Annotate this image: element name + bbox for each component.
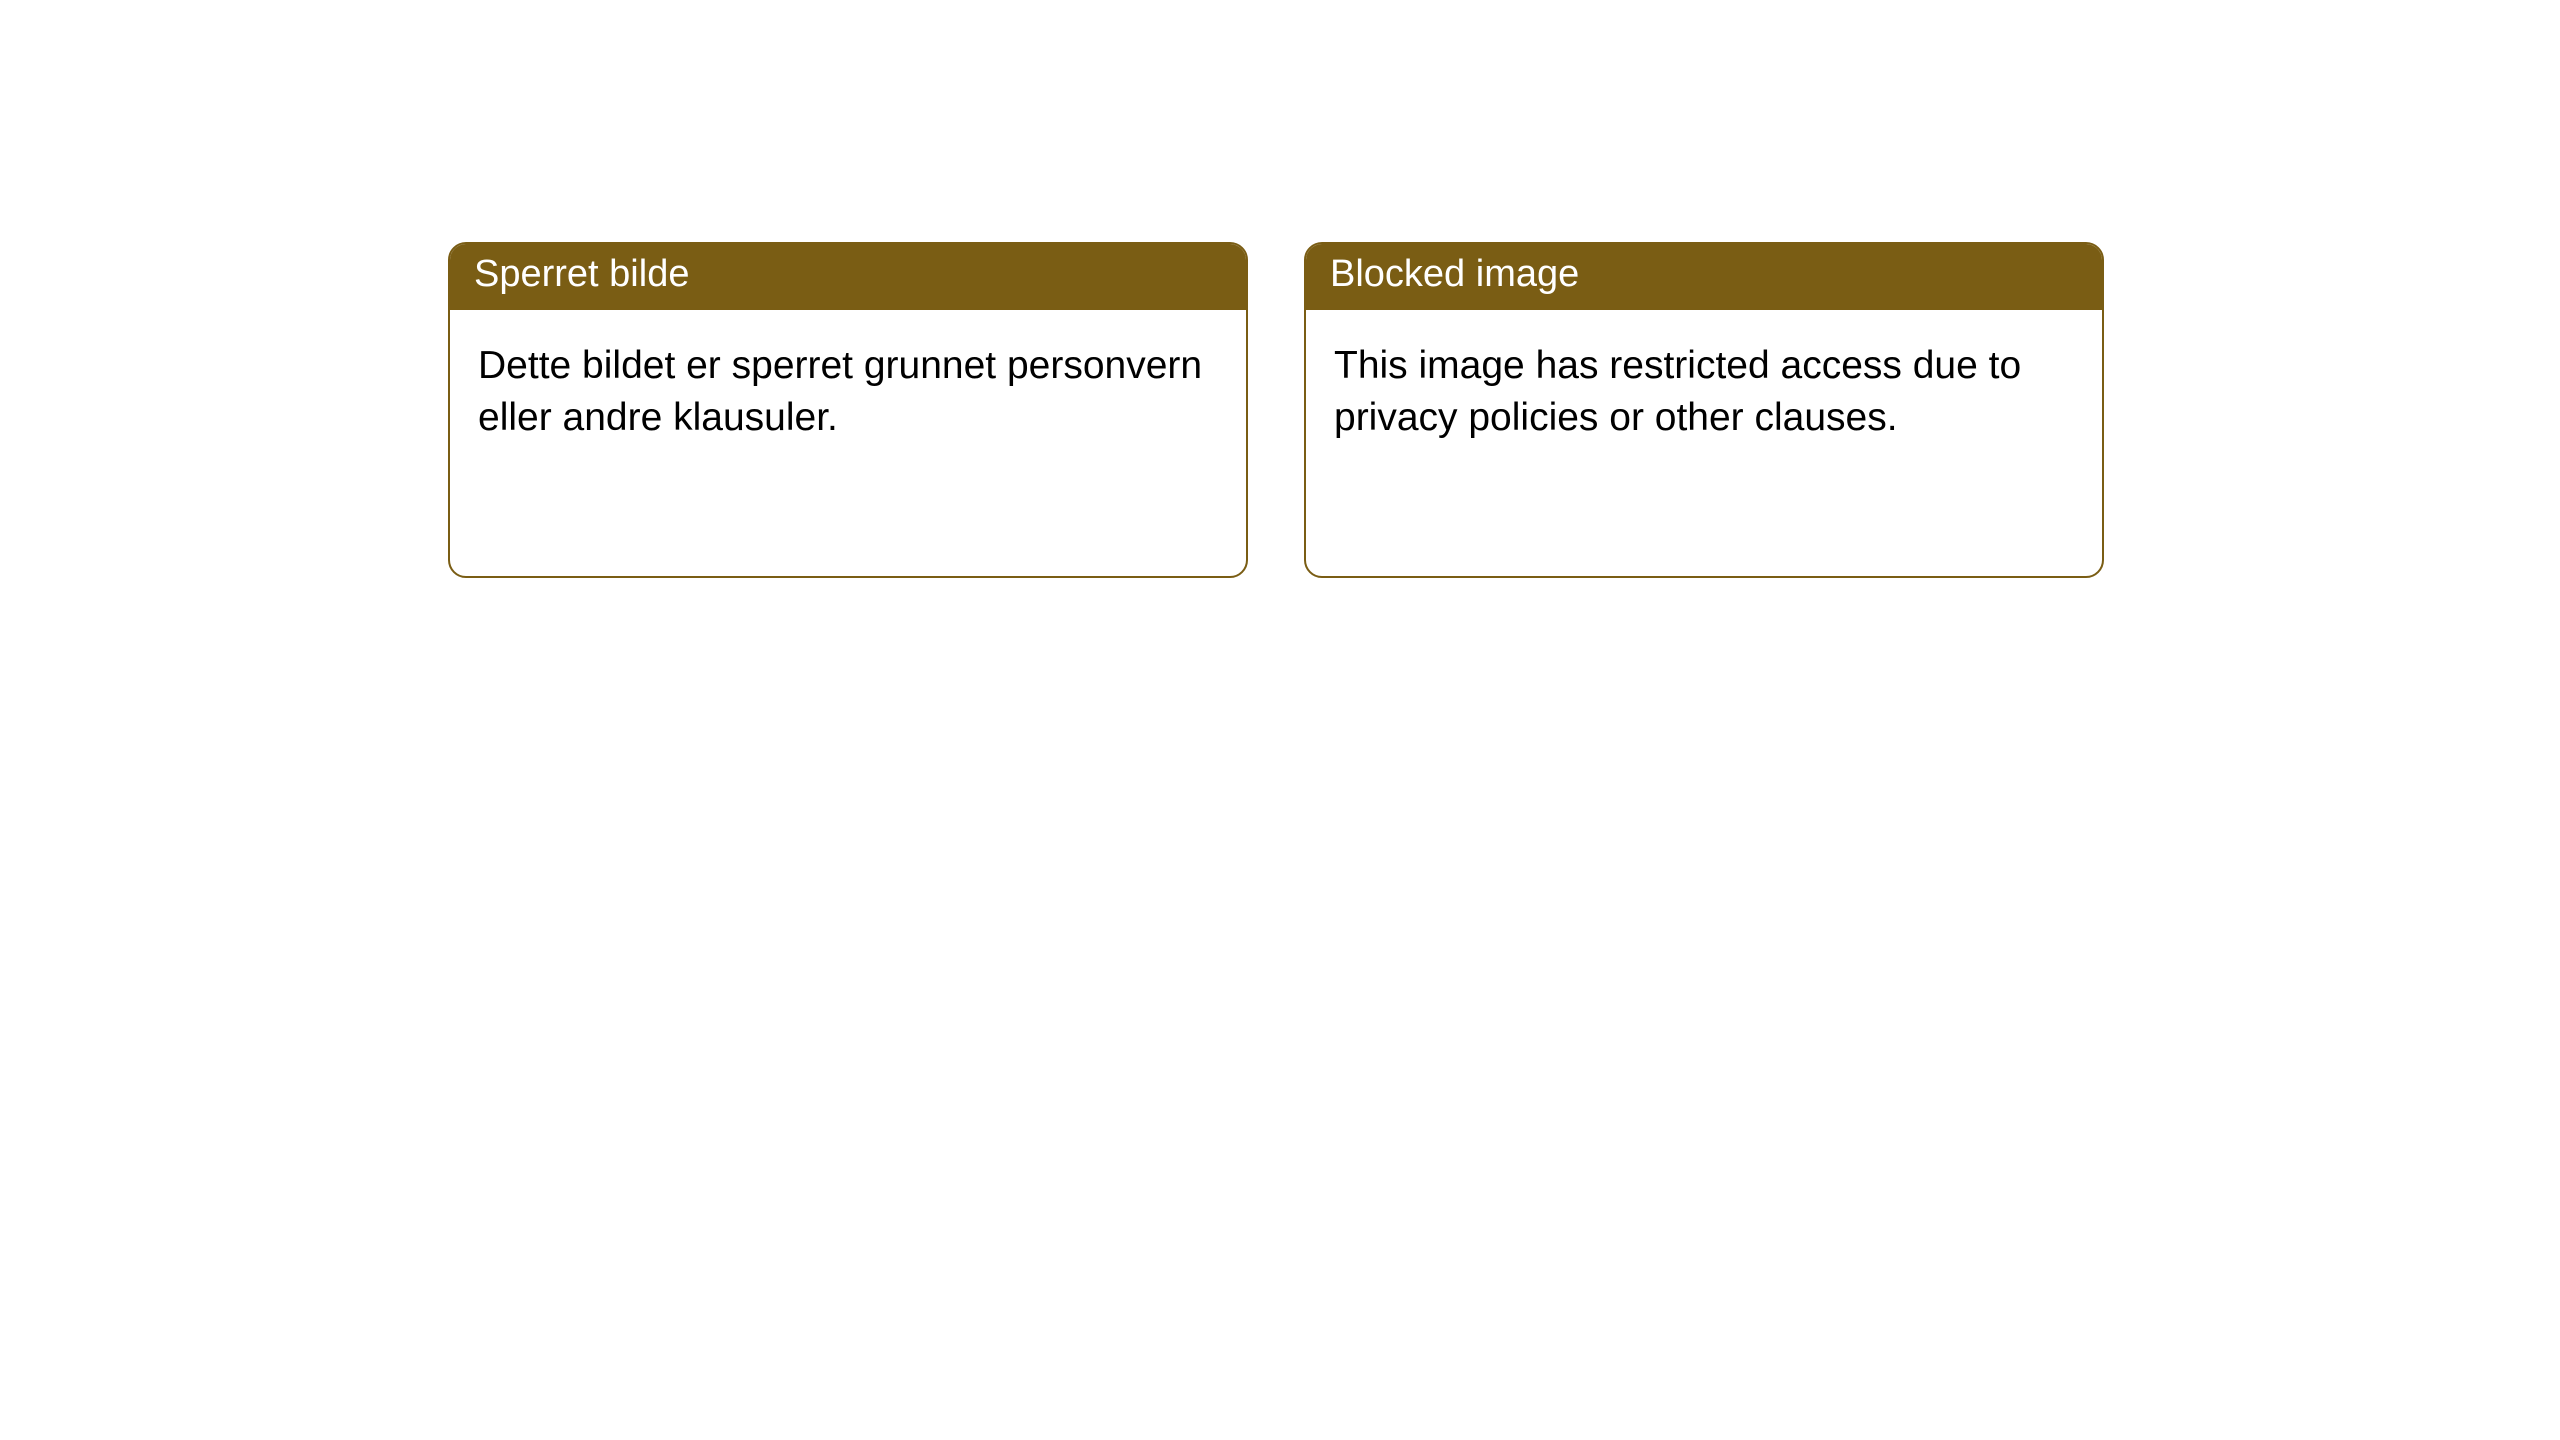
notice-card-title: Sperret bilde <box>450 244 1246 310</box>
notice-card-body: Dette bildet er sperret grunnet personve… <box>450 310 1246 475</box>
notice-card-body: This image has restricted access due to … <box>1306 310 2102 475</box>
notice-card-english: Blocked image This image has restricted … <box>1304 242 2104 578</box>
notice-card-title: Blocked image <box>1306 244 2102 310</box>
notice-card-norwegian: Sperret bilde Dette bildet er sperret gr… <box>448 242 1248 578</box>
notice-cards-container: Sperret bilde Dette bildet er sperret gr… <box>0 0 2560 578</box>
